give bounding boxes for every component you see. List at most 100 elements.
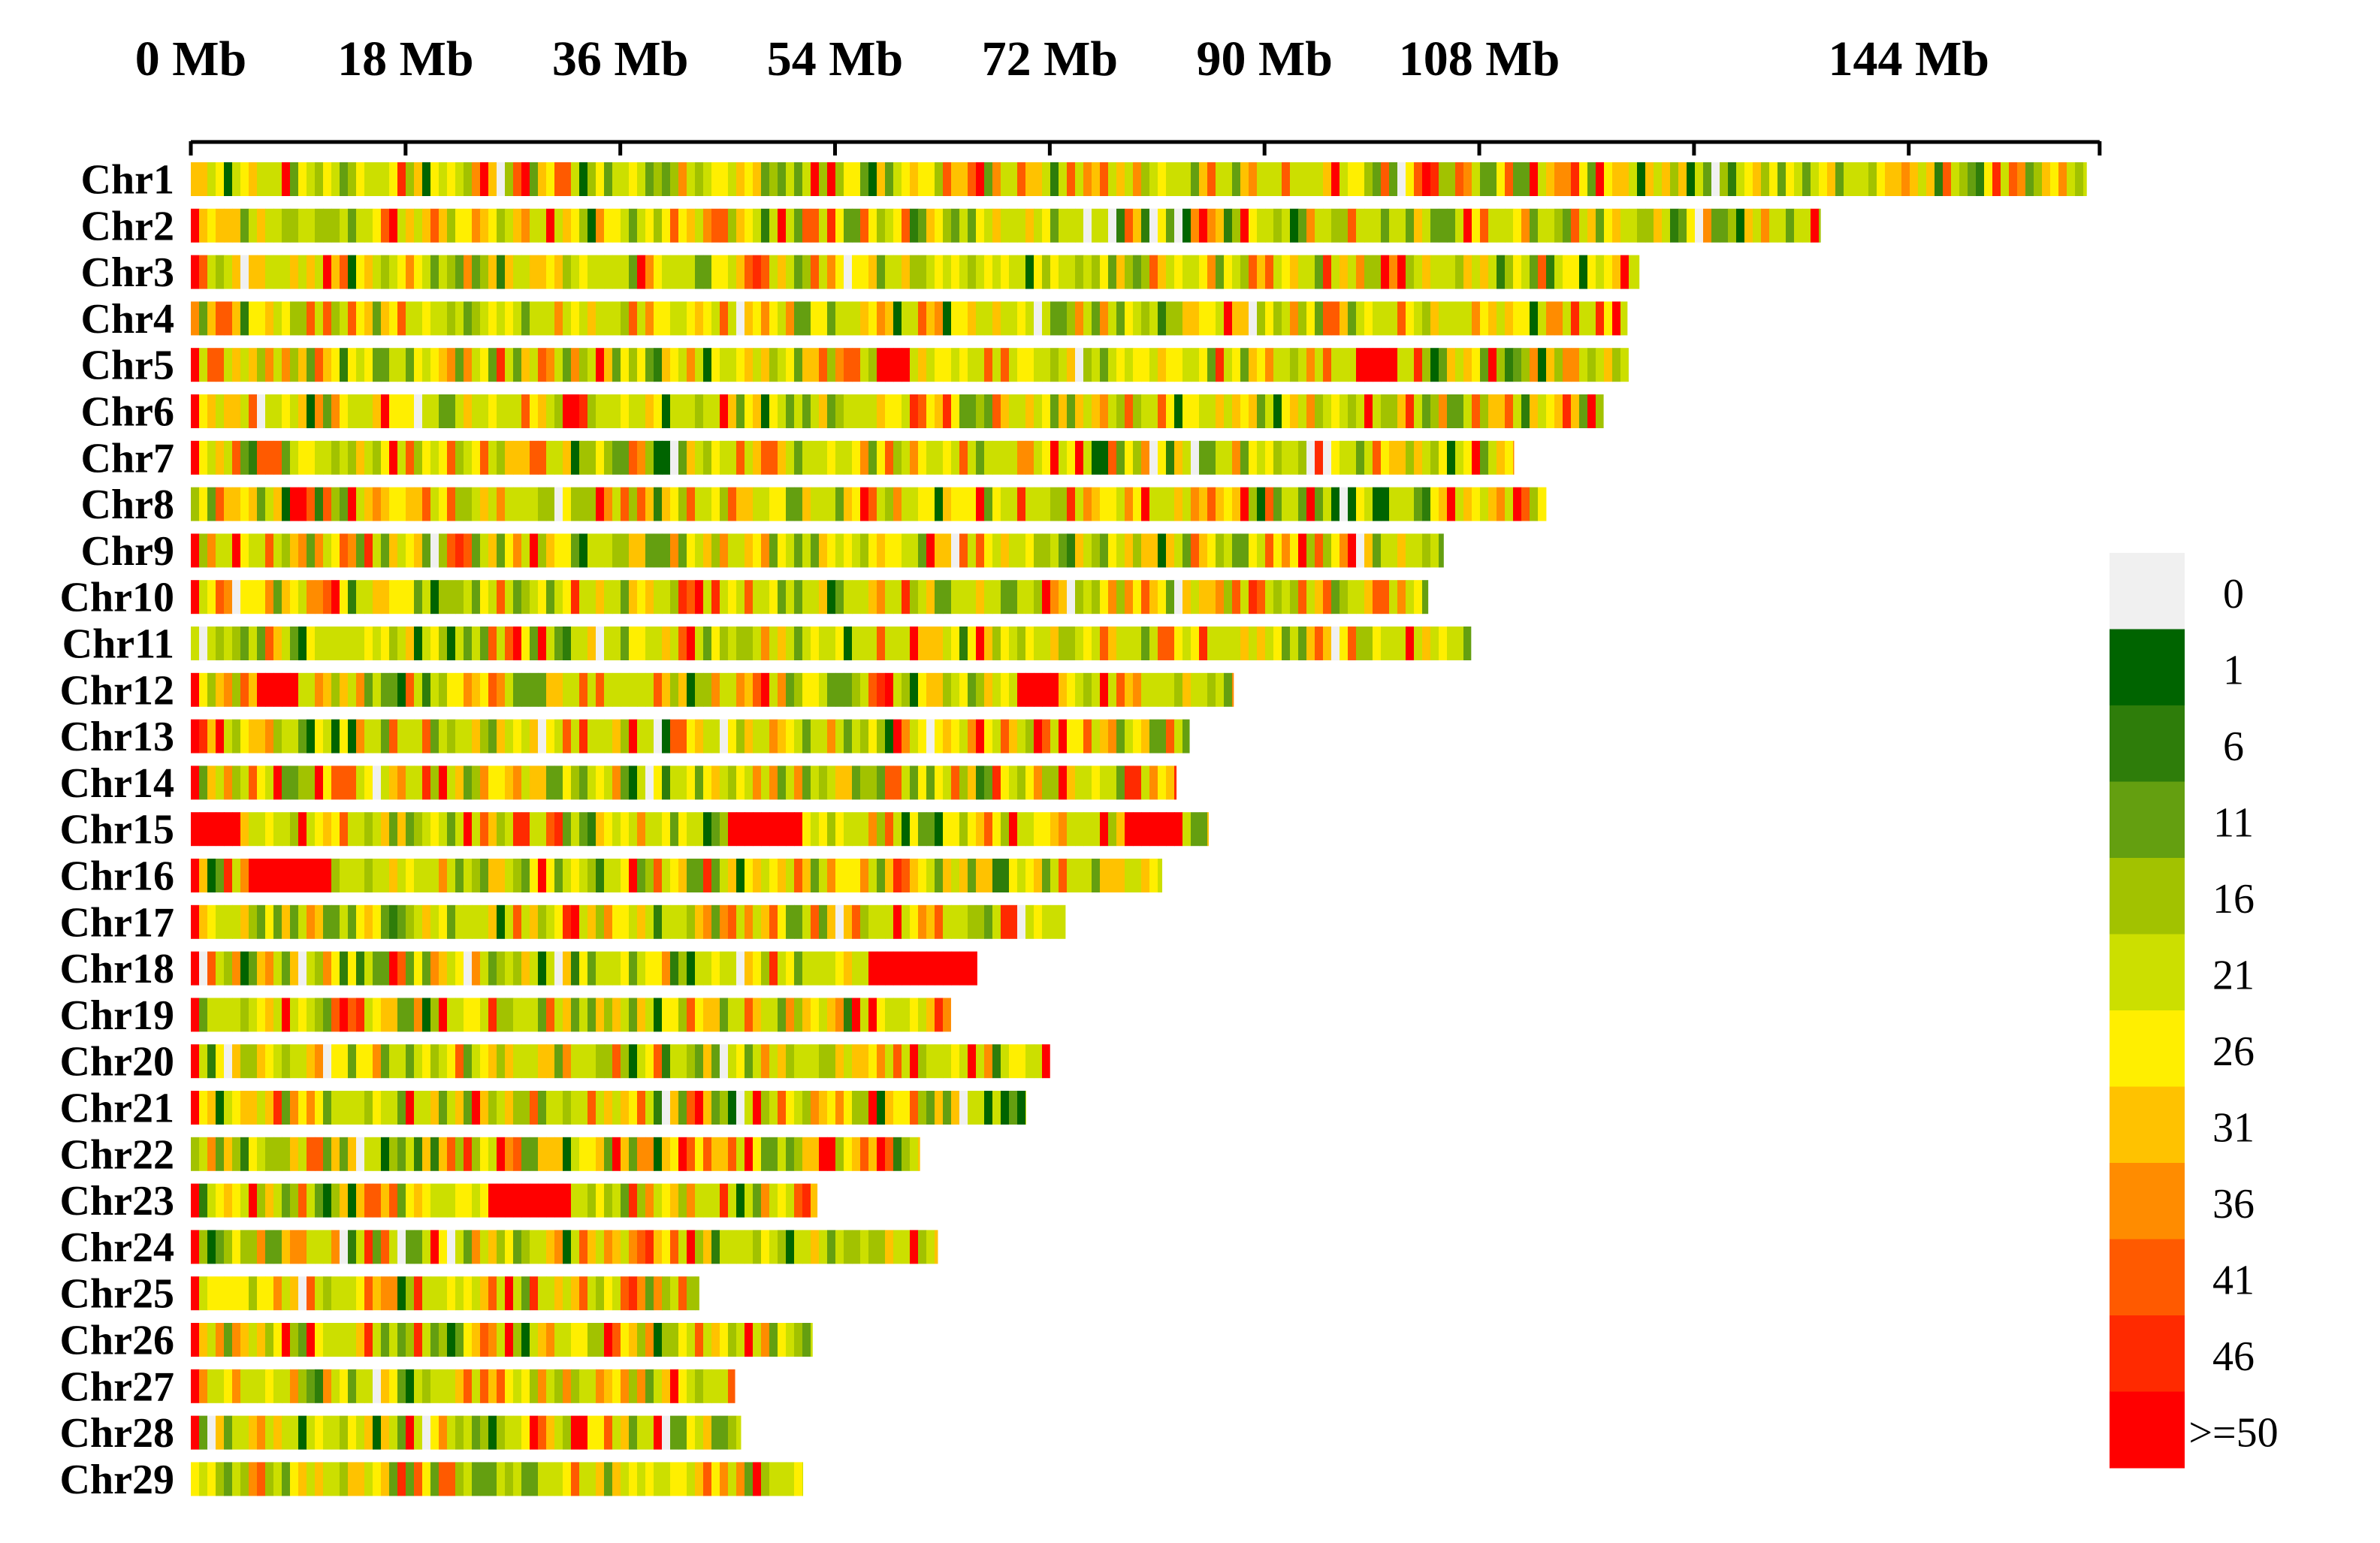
density-cell xyxy=(1455,208,1464,243)
density-cell xyxy=(786,533,795,568)
density-cell xyxy=(1257,394,1266,428)
density-cell xyxy=(736,812,745,847)
density-cell xyxy=(1356,162,1365,196)
density-cell xyxy=(629,394,638,428)
density-cell xyxy=(381,348,390,382)
density-cell xyxy=(381,719,390,753)
density-cell xyxy=(1133,812,1142,847)
density-cell xyxy=(216,348,225,382)
density-cell xyxy=(935,208,944,243)
density-cell xyxy=(1373,627,1382,660)
density-cell xyxy=(439,348,448,382)
density-cell xyxy=(331,998,340,1032)
density-cell xyxy=(298,208,307,243)
density-cell xyxy=(447,1323,456,1357)
density-cell xyxy=(992,812,1001,847)
density-cell xyxy=(1216,672,1225,707)
density-cell xyxy=(199,1230,208,1264)
density-cell xyxy=(340,719,349,753)
density-cell xyxy=(910,627,919,660)
density-cell xyxy=(1323,627,1332,660)
density-cell xyxy=(1463,627,1472,660)
density-cell xyxy=(216,812,225,847)
density-cell xyxy=(728,765,737,800)
density-cell xyxy=(1042,394,1051,428)
x-tick-label: 90 Mb xyxy=(1196,32,1333,86)
density-cell xyxy=(1075,719,1084,753)
density-cell xyxy=(1166,672,1175,707)
density-cell xyxy=(860,951,869,986)
density-cell xyxy=(1389,394,1398,428)
density-cell xyxy=(447,1369,456,1403)
density-cell xyxy=(356,580,365,614)
density-cell xyxy=(1662,208,1671,243)
density-cell xyxy=(1149,301,1158,336)
density-cell xyxy=(645,1091,654,1125)
density-cell xyxy=(1331,580,1340,614)
density-cell xyxy=(1191,440,1200,475)
density-cell xyxy=(778,1137,787,1171)
density-cell xyxy=(1662,162,1671,196)
density-cell xyxy=(802,1137,811,1171)
density-cell xyxy=(1513,208,1522,243)
density-cell xyxy=(835,627,844,660)
density-cell xyxy=(902,1044,911,1079)
density-cell xyxy=(521,1462,530,1496)
density-cell xyxy=(563,719,572,753)
density-cell xyxy=(1191,162,1200,196)
density-cell xyxy=(1059,719,1068,753)
density-cell xyxy=(1678,162,1687,196)
density-cell xyxy=(488,580,497,614)
density-cell xyxy=(1976,162,1985,196)
density-cell xyxy=(257,859,266,892)
density-cell xyxy=(1430,533,1439,568)
density-cell xyxy=(844,1230,853,1264)
density-cell xyxy=(596,1323,605,1357)
density-cell xyxy=(265,904,274,939)
density-cell xyxy=(984,255,993,289)
density-cell xyxy=(571,348,580,382)
density-cell xyxy=(1009,255,1018,289)
density-cell xyxy=(1373,348,1382,382)
density-cell xyxy=(736,719,745,753)
density-cell xyxy=(596,672,605,707)
density-cell xyxy=(959,672,968,707)
density-cell xyxy=(1034,1044,1043,1079)
density-cell xyxy=(984,440,993,475)
density-cell xyxy=(1596,348,1605,382)
density-cell xyxy=(1075,255,1084,289)
density-cell xyxy=(191,1415,200,1450)
density-cell xyxy=(315,719,324,753)
density-cell xyxy=(216,394,225,428)
density-cell xyxy=(951,812,960,847)
density-cell xyxy=(984,580,993,614)
density-cell xyxy=(554,1415,563,1450)
density-cell xyxy=(1257,162,1266,196)
density-cell xyxy=(356,162,365,196)
density-cell xyxy=(480,1230,489,1264)
density-cell xyxy=(654,533,663,568)
density-cell xyxy=(1406,533,1415,568)
density-cell xyxy=(976,580,985,614)
density-cell xyxy=(530,1369,539,1403)
density-cell xyxy=(910,1137,919,1171)
density-cell xyxy=(736,765,745,800)
density-cell xyxy=(207,533,216,568)
density-cell xyxy=(1298,301,1307,336)
density-cell xyxy=(711,1323,720,1357)
density-cell xyxy=(844,904,853,939)
density-cell xyxy=(422,859,431,892)
density-cell xyxy=(1596,255,1605,289)
density-cell xyxy=(563,998,572,1032)
density-cell xyxy=(265,951,274,986)
density-cell xyxy=(331,1044,340,1079)
density-cell xyxy=(629,440,638,475)
density-cell xyxy=(885,255,894,289)
density-cell xyxy=(1728,162,1737,196)
density-cell xyxy=(414,533,423,568)
density-cell xyxy=(257,719,266,753)
density-cell xyxy=(703,255,712,289)
density-cell xyxy=(761,1091,770,1125)
density-cell xyxy=(1323,255,1332,289)
density-cell xyxy=(695,719,704,753)
